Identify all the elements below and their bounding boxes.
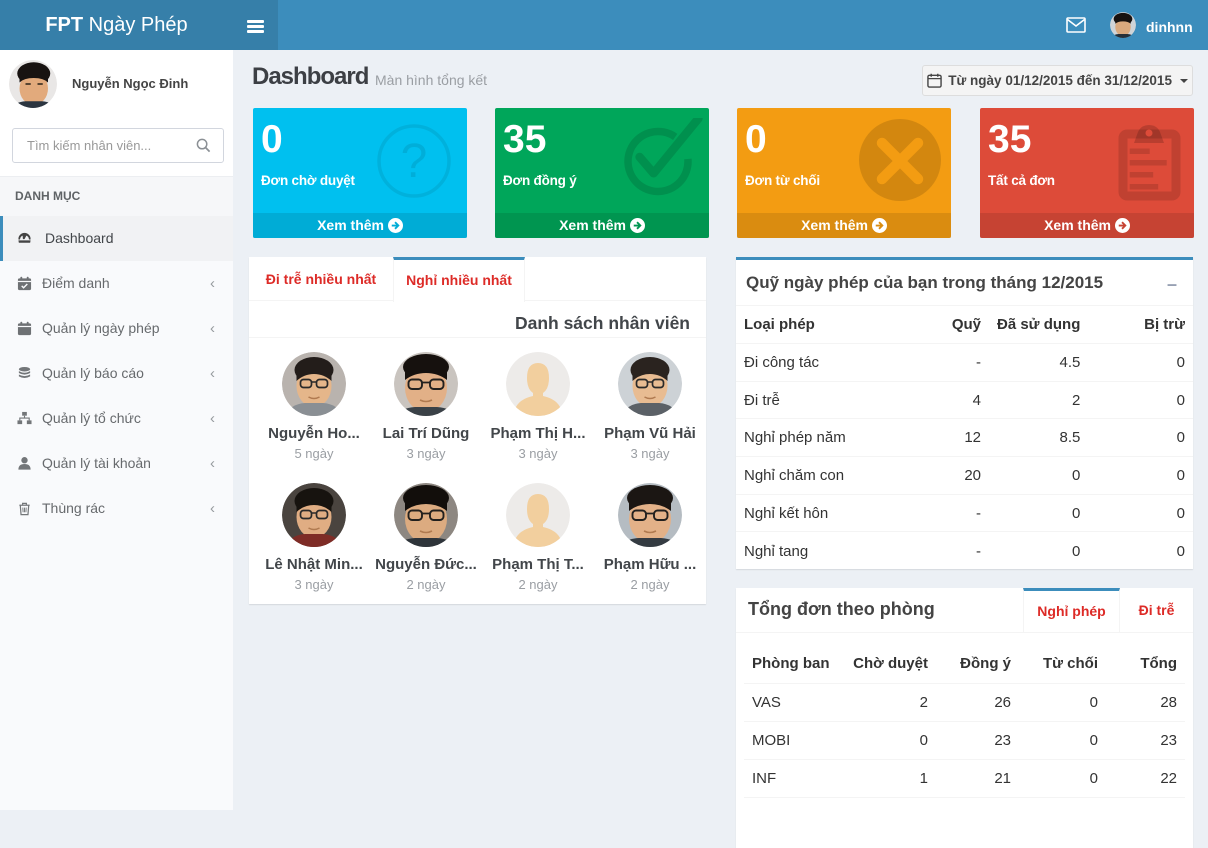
svg-text:?: ?	[401, 135, 428, 188]
